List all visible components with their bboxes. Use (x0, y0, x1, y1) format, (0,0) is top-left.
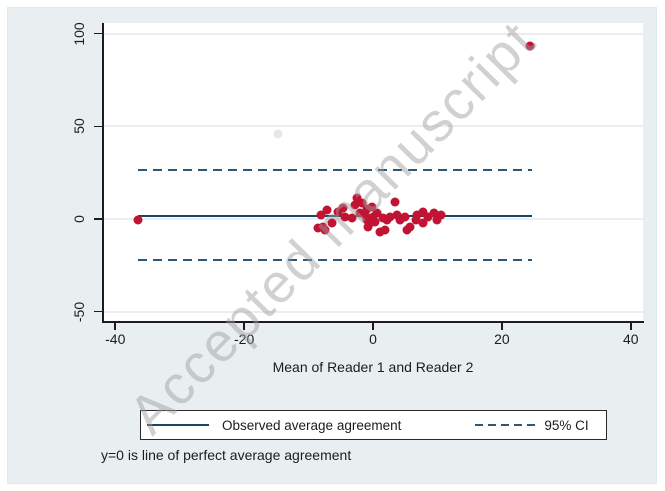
data-point (368, 212, 378, 222)
data-point (411, 215, 421, 225)
data-point (432, 215, 442, 225)
x-tick-label-20: 20 (494, 331, 510, 347)
data-point (327, 218, 337, 228)
data-point (133, 215, 143, 225)
gridline-y-100 (103, 32, 643, 35)
y-axis-line (102, 23, 104, 323)
data-point (385, 212, 395, 222)
data-point (412, 210, 422, 220)
legend: Observed average agreement 95% CI (140, 410, 607, 440)
data-point (372, 208, 382, 218)
data-point (365, 218, 375, 228)
x-tick--20 (243, 322, 245, 330)
data-point (525, 41, 535, 51)
x-tick-label--20: -20 (233, 331, 255, 347)
legend-ci-label: 95% CI (544, 417, 589, 433)
data-point (380, 225, 390, 235)
refline-observed-average-agreement (137, 215, 533, 218)
data-point (370, 217, 380, 227)
data-point (392, 210, 402, 220)
x-tick-40 (630, 322, 632, 330)
y-tick-label--50: -50 (71, 301, 87, 322)
data-point (395, 215, 405, 225)
gridline-y--50 (103, 310, 643, 313)
data-point (375, 227, 385, 237)
data-point (350, 200, 360, 210)
data-point (322, 205, 332, 215)
data-point (360, 210, 370, 220)
data-point (378, 213, 388, 223)
x-tick--40 (114, 322, 116, 330)
figure-note: y=0 is line of perfect average agreement (101, 447, 352, 463)
gridline-y-50 (103, 125, 643, 128)
data-point (313, 223, 323, 233)
y-tick-label-100: 100 (71, 22, 87, 46)
data-point (340, 212, 350, 222)
data-point (320, 225, 330, 235)
data-point (418, 218, 428, 228)
y-tick-0 (94, 218, 102, 220)
data-point (352, 193, 362, 203)
data-point (367, 202, 377, 212)
faint-data-point (273, 129, 283, 139)
y-tick-label-0: 0 (71, 215, 87, 223)
refline-ci-upper (137, 169, 533, 172)
y-tick--50 (94, 310, 102, 313)
data-point (390, 197, 400, 207)
x-axis-title: Mean of Reader 1 and Reader 2 (272, 359, 474, 375)
data-point (333, 207, 343, 217)
y-tick-label-50: 50 (71, 118, 87, 135)
plot-area (103, 23, 643, 322)
refline-ci-lower (137, 258, 533, 261)
x-tick-0 (372, 322, 374, 330)
data-point (338, 203, 348, 213)
legend-dashed-line-swatch (475, 424, 536, 426)
data-point (418, 207, 428, 217)
legend-solid-line-swatch (147, 424, 209, 426)
data-point (347, 213, 357, 223)
y-tick-100 (94, 32, 102, 35)
x-tick-label-0: 0 (369, 331, 377, 347)
data-point (429, 208, 439, 218)
data-point (357, 198, 367, 208)
x-tick-label--40: -40 (105, 331, 126, 347)
x-tick-20 (501, 322, 503, 330)
data-point (405, 222, 415, 232)
y-tick-50 (94, 125, 102, 128)
data-point (362, 204, 372, 214)
data-point (400, 212, 410, 222)
data-point (423, 212, 433, 222)
x-tick-label-40: 40 (622, 331, 639, 347)
legend-observed-label: Observed average agreement (222, 417, 402, 433)
data-point (316, 210, 326, 220)
data-point (436, 210, 446, 220)
